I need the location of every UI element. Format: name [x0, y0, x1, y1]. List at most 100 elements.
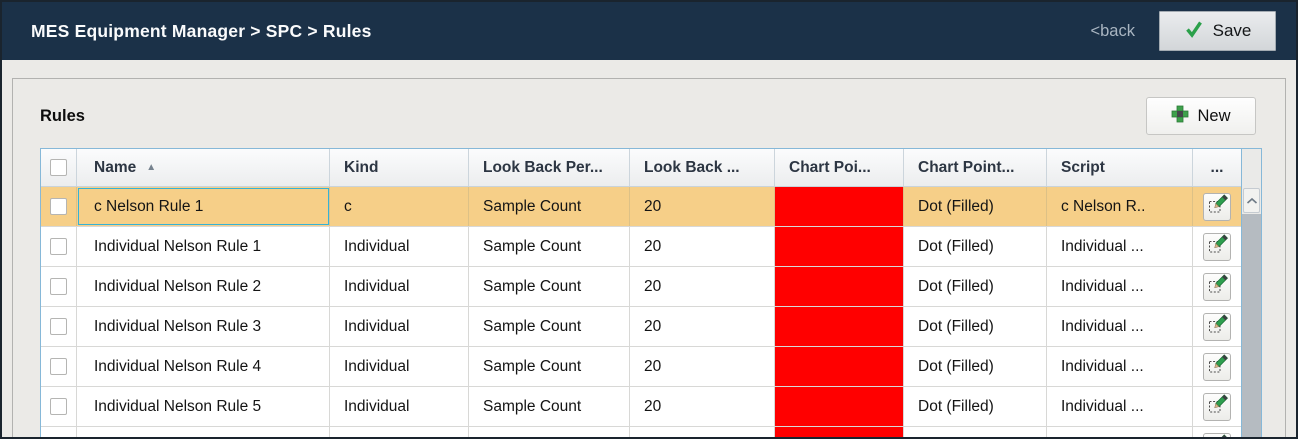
cell-kind[interactable]	[330, 427, 469, 437]
cell-look-back-period[interactable]: Sample Count	[469, 347, 630, 386]
row-checkbox-cell	[41, 427, 77, 437]
color-swatch[interactable]	[775, 387, 903, 426]
cell-look-back[interactable]: 20	[630, 307, 775, 346]
edit-button[interactable]	[1203, 392, 1231, 421]
cell-chart-point-style[interactable]: Dot (Filled)	[904, 347, 1047, 386]
cell-chart-point-color[interactable]	[775, 387, 904, 426]
color-swatch[interactable]	[775, 307, 903, 346]
cell-look-back-period[interactable]: Sample Count	[469, 267, 630, 306]
cell-script[interactable]: Individual ...	[1047, 307, 1193, 346]
cell-look-back[interactable]: 20	[630, 387, 775, 426]
cell-chart-point-color[interactable]	[775, 427, 904, 437]
panel-title: Rules	[40, 106, 85, 125]
plus-icon	[1171, 105, 1189, 128]
cell-chart-point-style[interactable]: Dot (Filled)	[904, 227, 1047, 266]
row-checkbox[interactable]	[50, 238, 67, 255]
cell-name[interactable]	[77, 427, 330, 437]
row-checkbox[interactable]	[50, 278, 67, 295]
color-swatch[interactable]	[775, 427, 903, 437]
edit-button[interactable]	[1203, 192, 1231, 221]
cell-look-back[interactable]: 20	[630, 267, 775, 306]
cell-name[interactable]: Individual Nelson Rule 1	[77, 227, 330, 266]
cell-look-back-period[interactable]: Sample Count	[469, 187, 630, 226]
top-bar: MES Equipment Manager > SPC > Rules <bac…	[2, 2, 1296, 60]
column-header-chart-point-style[interactable]: Chart Point...	[904, 149, 1047, 186]
row-checkbox[interactable]	[50, 198, 67, 215]
color-swatch[interactable]	[775, 187, 903, 226]
cell-kind[interactable]: Individual	[330, 307, 469, 346]
cell-name[interactable]: Individual Nelson Rule 4	[77, 347, 330, 386]
cell-script[interactable]: Individual ...	[1047, 387, 1193, 426]
cell-name[interactable]: Individual Nelson Rule 3	[77, 307, 330, 346]
column-header-look-back-period[interactable]: Look Back Per...	[469, 149, 630, 186]
cell-chart-point-style[interactable]: Dot (Filled)	[904, 267, 1047, 306]
color-swatch[interactable]	[775, 347, 903, 386]
cell-look-back[interactable]: 20	[630, 347, 775, 386]
color-swatch[interactable]	[775, 267, 903, 306]
cell-script[interactable]: Individual ...	[1047, 267, 1193, 306]
back-link[interactable]: <back	[1090, 21, 1136, 40]
column-header-name[interactable]: Name ▲	[77, 149, 330, 186]
cell-chart-point-color[interactable]	[775, 267, 904, 306]
cell-chart-point-style[interactable]: Dot (Filled)	[904, 187, 1047, 226]
table-row	[41, 427, 1241, 437]
cell-kind[interactable]: Individual	[330, 347, 469, 386]
cell-edit	[1193, 307, 1241, 346]
column-header-look-back[interactable]: Look Back ...	[630, 149, 775, 186]
edit-button[interactable]	[1203, 272, 1231, 301]
column-header-more[interactable]: ...	[1210, 158, 1224, 176]
cell-kind[interactable]: Individual	[330, 267, 469, 306]
cell-chart-point-color[interactable]	[775, 307, 904, 346]
table-row: Individual Nelson Rule 3 Individual Samp…	[41, 307, 1241, 347]
cell-look-back-period[interactable]	[469, 427, 630, 437]
cell-look-back[interactable]: 20	[630, 187, 775, 226]
cell-look-back-period[interactable]: Sample Count	[469, 307, 630, 346]
edit-button[interactable]	[1203, 312, 1231, 341]
row-checkbox[interactable]	[50, 358, 67, 375]
save-button[interactable]: Save	[1159, 11, 1276, 51]
cell-script[interactable]: c Nelson R..	[1047, 187, 1193, 226]
cell-chart-point-style[interactable]: Dot (Filled)	[904, 307, 1047, 346]
cell-name[interactable]: Individual Nelson Rule 5	[77, 387, 330, 426]
cell-chart-point-color[interactable]	[775, 227, 904, 266]
edit-pencil-icon	[1207, 273, 1228, 300]
cell-script[interactable]	[1047, 427, 1193, 437]
save-button-label: Save	[1212, 21, 1252, 40]
scrollbar-thumb[interactable]	[1242, 214, 1261, 437]
cell-name[interactable]: c Nelson Rule 1	[77, 187, 330, 226]
cell-look-back-period[interactable]: Sample Count	[469, 387, 630, 426]
new-button[interactable]: New	[1146, 97, 1256, 135]
cell-kind[interactable]: c	[330, 187, 469, 226]
scroll-up-button[interactable]	[1243, 188, 1260, 213]
color-swatch[interactable]	[775, 227, 903, 266]
cell-chart-point-color[interactable]	[775, 347, 904, 386]
cell-edit	[1193, 347, 1241, 386]
cell-look-back[interactable]: 20	[630, 227, 775, 266]
cell-kind[interactable]: Individual	[330, 227, 469, 266]
column-header-kind[interactable]: Kind	[330, 149, 469, 186]
cell-chart-point-style[interactable]	[904, 427, 1047, 437]
cell-look-back-period[interactable]: Sample Count	[469, 227, 630, 266]
table-row: Individual Nelson Rule 1 Individual Samp…	[41, 227, 1241, 267]
table-row: c Nelson Rule 1 c Sample Count 20 Dot (F…	[41, 187, 1241, 227]
select-all-checkbox[interactable]	[50, 159, 67, 176]
cell-script[interactable]: Individual ...	[1047, 227, 1193, 266]
cell-chart-point-color[interactable]	[775, 187, 904, 226]
row-checkbox-cell	[41, 227, 77, 266]
rules-table: Name ▲ Kind Look Back Per... Look Back .…	[40, 148, 1262, 437]
edit-pencil-icon	[1207, 313, 1228, 340]
cell-look-back[interactable]	[630, 427, 775, 437]
edit-button[interactable]	[1203, 352, 1231, 381]
cell-kind[interactable]: Individual	[330, 387, 469, 426]
row-checkbox[interactable]	[50, 398, 67, 415]
column-header-script[interactable]: Script	[1047, 149, 1193, 186]
cell-chart-point-style[interactable]: Dot (Filled)	[904, 387, 1047, 426]
row-checkbox[interactable]	[50, 318, 67, 335]
cell-script[interactable]: Individual ...	[1047, 347, 1193, 386]
chevron-up-icon	[1246, 192, 1258, 210]
edit-button[interactable]	[1203, 432, 1231, 437]
column-header-chart-point-color[interactable]: Chart Poi...	[775, 149, 904, 186]
edit-button[interactable]	[1203, 232, 1231, 261]
cell-name[interactable]: Individual Nelson Rule 2	[77, 267, 330, 306]
